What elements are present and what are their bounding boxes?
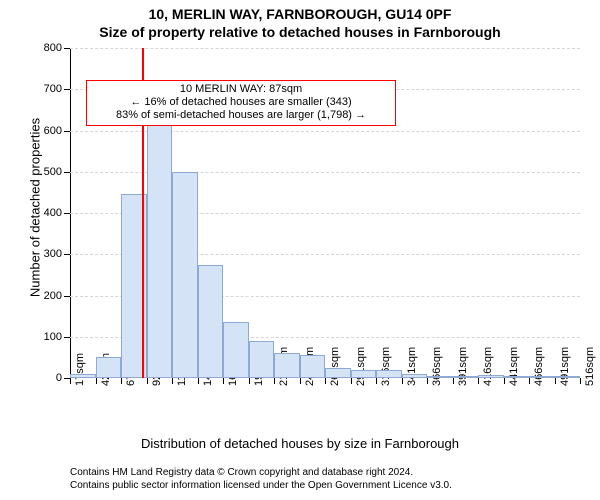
histogram-bar: [147, 122, 173, 378]
x-tick: [249, 378, 250, 384]
histogram-bar: [70, 374, 96, 378]
y-tick: [64, 89, 70, 90]
x-tick: [504, 378, 505, 384]
y-tick-label: 0: [56, 372, 62, 384]
histogram-bar: [504, 376, 530, 378]
x-tick-label: 291sqm: [355, 347, 367, 386]
histogram-bar: [300, 355, 326, 378]
y-tick-label: 200: [44, 290, 62, 302]
x-tick: [351, 378, 352, 384]
y-tick-label: 600: [44, 125, 62, 137]
histogram-bar: [172, 172, 198, 378]
histogram-bar: [427, 376, 453, 378]
y-gridline: [70, 48, 580, 49]
x-tick-label: 366sqm: [431, 347, 443, 386]
histogram-bar: [274, 353, 300, 378]
x-tick: [402, 378, 403, 384]
histogram-bar: [376, 370, 402, 378]
footer-line-1: Contains HM Land Registry data © Crown c…: [70, 466, 452, 479]
x-tick: [376, 378, 377, 384]
annotation-box: 10 MERLIN WAY: 87sqm← 16% of detached ho…: [86, 80, 396, 126]
footer-attribution: Contains HM Land Registry data © Crown c…: [70, 466, 452, 492]
annotation-line: 10 MERLIN WAY: 87sqm: [91, 83, 391, 96]
x-tick-label: 466sqm: [533, 347, 545, 386]
x-tick: [70, 378, 71, 384]
histogram-bar: [529, 376, 555, 378]
y-axis-label: Number of detached properties: [28, 43, 43, 373]
x-tick-label: 267sqm: [329, 347, 341, 386]
y-tick: [64, 48, 70, 49]
y-tick-label: 800: [44, 42, 62, 54]
x-axis-label: Distribution of detached houses by size …: [0, 436, 600, 451]
y-tick: [64, 213, 70, 214]
y-tick: [64, 254, 70, 255]
x-tick: [274, 378, 275, 384]
histogram-bar: [351, 370, 377, 378]
x-tick: [555, 378, 556, 384]
x-tick-label: 341sqm: [406, 347, 418, 386]
x-tick-label: 491sqm: [559, 347, 571, 386]
histogram-bar: [223, 322, 249, 378]
x-tick: [580, 378, 581, 384]
plot-area: 010020030040050060070080017sqm42sqm67sqm…: [70, 48, 580, 378]
histogram-bar: [249, 341, 275, 378]
page-title-line1: 10, MERLIN WAY, FARNBOROUGH, GU14 0PF: [0, 6, 600, 22]
y-tick: [64, 131, 70, 132]
x-tick: [300, 378, 301, 384]
x-tick: [147, 378, 148, 384]
x-tick-label: 17sqm: [74, 353, 86, 386]
histogram-bar: [96, 357, 122, 378]
footer-line-2: Contains public sector information licen…: [70, 479, 452, 492]
y-tick-label: 300: [44, 248, 62, 260]
annotation-line: ← 16% of detached houses are smaller (34…: [91, 96, 391, 109]
x-tick: [223, 378, 224, 384]
annotation-line: 83% of semi-detached houses are larger (…: [91, 109, 391, 122]
x-tick: [172, 378, 173, 384]
y-tick-label: 700: [44, 83, 62, 95]
histogram-bar: [478, 375, 504, 378]
y-tick: [64, 296, 70, 297]
x-tick: [121, 378, 122, 384]
x-tick: [96, 378, 97, 384]
x-tick: [478, 378, 479, 384]
x-tick-label: 316sqm: [380, 347, 392, 386]
x-tick-label: 516sqm: [584, 347, 596, 386]
y-tick-label: 100: [44, 331, 62, 343]
y-tick: [64, 337, 70, 338]
y-tick-label: 500: [44, 166, 62, 178]
page-title-line2: Size of property relative to detached ho…: [0, 24, 600, 40]
x-tick-label: 391sqm: [457, 347, 469, 386]
x-tick: [453, 378, 454, 384]
histogram-bar: [325, 368, 351, 378]
histogram-bar: [198, 265, 224, 378]
histogram-bar: [555, 376, 581, 378]
y-tick: [64, 172, 70, 173]
x-tick: [325, 378, 326, 384]
x-tick: [427, 378, 428, 384]
x-tick: [529, 378, 530, 384]
x-tick-label: 441sqm: [508, 347, 520, 386]
x-tick-label: 416sqm: [482, 347, 494, 386]
histogram-bar: [453, 376, 479, 378]
histogram-bar: [402, 374, 428, 378]
x-tick: [198, 378, 199, 384]
y-tick-label: 400: [44, 207, 62, 219]
